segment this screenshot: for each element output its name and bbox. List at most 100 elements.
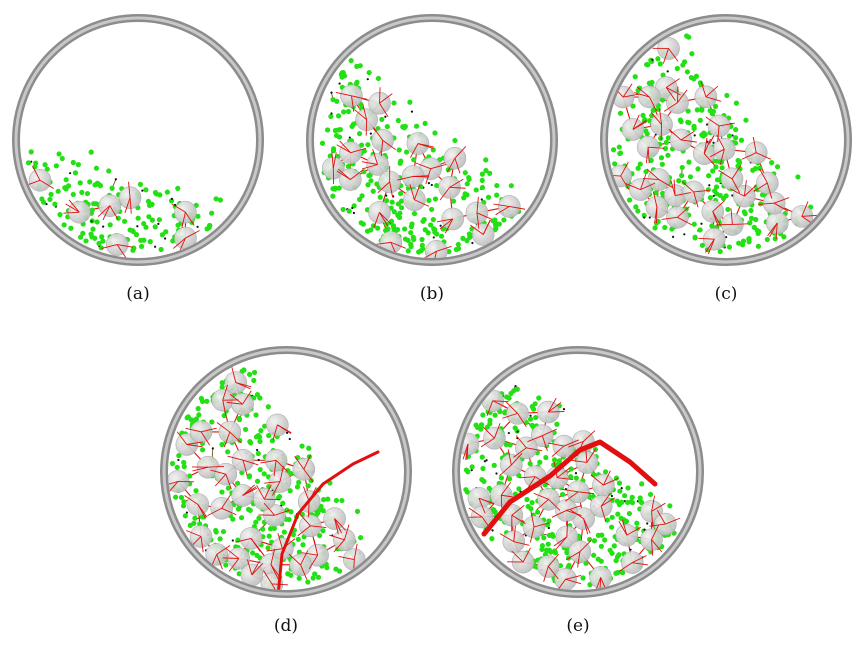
large-particle — [239, 527, 263, 550]
small-particle — [717, 248, 723, 255]
force-chain — [541, 435, 548, 451]
small-particle — [286, 516, 292, 523]
small-particle — [461, 195, 467, 201]
small-particle — [164, 189, 170, 195]
small-particle — [615, 511, 621, 517]
small-particle — [498, 475, 505, 481]
small-particle — [733, 100, 740, 106]
force-chain — [743, 180, 747, 197]
force-chain — [752, 136, 757, 153]
small-particle — [508, 183, 514, 189]
small-particle — [266, 432, 272, 439]
force-chain — [274, 509, 290, 516]
large-particle — [765, 211, 789, 235]
small-particle — [478, 422, 485, 428]
panel-c: (c) — [588, 2, 860, 312]
force-chain — [693, 191, 699, 208]
small-particle — [360, 221, 366, 227]
small-particle — [77, 234, 84, 240]
force-chain — [344, 524, 350, 540]
force-chain — [648, 146, 665, 149]
force-chain — [767, 222, 778, 236]
small-particle — [705, 123, 709, 126]
small-particle — [333, 566, 339, 572]
force-chain — [703, 138, 711, 154]
small-particle — [681, 179, 687, 185]
small-particle — [52, 201, 58, 207]
small-particle — [709, 223, 715, 229]
small-particle — [725, 206, 731, 213]
small-particle — [632, 74, 638, 80]
small-particle — [354, 63, 360, 69]
force-chain — [197, 504, 207, 519]
small-particle — [463, 467, 470, 473]
small-particle — [710, 168, 716, 174]
small-particle — [662, 224, 668, 231]
large-particles-c — [608, 37, 818, 255]
force-chain — [200, 431, 211, 446]
force-chain — [566, 505, 582, 511]
small-particle — [706, 140, 709, 143]
force-chain — [303, 454, 311, 470]
small-particle — [170, 238, 176, 244]
small-particle — [483, 157, 489, 163]
small-particle — [131, 245, 137, 251]
small-particle — [251, 377, 257, 384]
strong-force-chain — [481, 439, 658, 537]
force-chain — [361, 161, 378, 165]
small-particle — [199, 514, 205, 520]
small-particle — [213, 527, 219, 534]
small-particle — [683, 233, 686, 236]
force-chain — [466, 443, 469, 460]
force-chain — [651, 525, 660, 540]
force-chain — [390, 241, 406, 249]
force-chain — [758, 202, 775, 205]
small-particle — [357, 535, 364, 541]
small-particle — [348, 136, 351, 139]
force-chain — [129, 197, 132, 214]
small-particle — [332, 185, 339, 191]
small-particle — [552, 548, 558, 554]
small-particle — [774, 164, 781, 170]
small-particle — [356, 196, 363, 203]
small-particle — [53, 163, 59, 169]
small-particle — [262, 423, 268, 429]
force-chain — [603, 470, 611, 486]
force-chain — [382, 139, 396, 150]
force-chain — [712, 200, 725, 212]
force-chain — [741, 152, 757, 160]
small-particle — [168, 198, 175, 204]
force-chain — [566, 510, 582, 517]
small-particle — [638, 498, 644, 505]
small-particle — [245, 506, 252, 513]
force-chain — [308, 554, 318, 570]
small-particle — [531, 406, 537, 412]
small-particle — [484, 424, 491, 430]
small-particle — [408, 230, 414, 236]
drum-rim-highlight — [602, 16, 850, 264]
force-chain — [648, 96, 658, 112]
small-particle — [257, 458, 260, 462]
force-chain — [468, 507, 483, 518]
bed-e — [460, 384, 681, 590]
force-chain — [700, 81, 707, 97]
small-particle — [672, 235, 675, 238]
small-particle — [501, 217, 507, 223]
large-particles-a — [24, 165, 200, 258]
small-particle — [325, 496, 331, 502]
small-particle — [281, 529, 287, 535]
force-chain — [192, 466, 209, 472]
force-chain — [331, 152, 334, 169]
small-particle — [320, 507, 326, 514]
small-particle — [59, 155, 65, 162]
force-chain — [227, 455, 244, 461]
small-particle — [743, 117, 749, 123]
force-chain — [659, 108, 662, 125]
small-particle — [255, 432, 261, 439]
force-chain — [242, 487, 258, 496]
small-particle — [429, 206, 435, 213]
small-particle — [595, 532, 602, 538]
small-particle — [385, 194, 388, 197]
small-particle — [153, 245, 157, 248]
force-chain — [640, 182, 656, 191]
